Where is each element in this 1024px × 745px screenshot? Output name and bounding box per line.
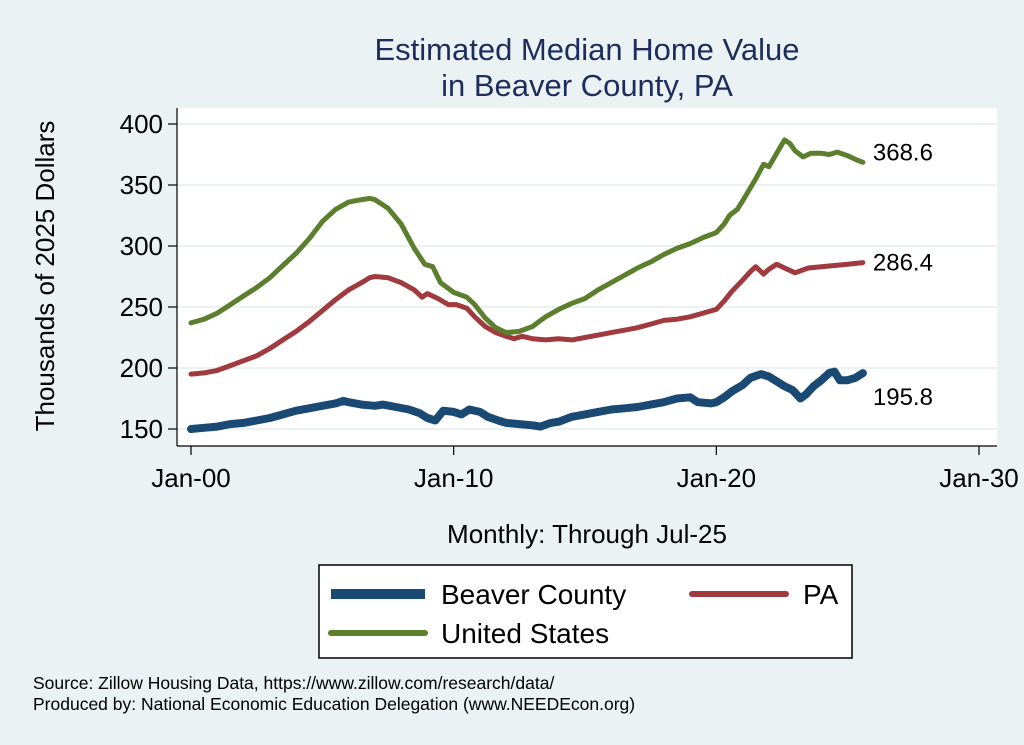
end-label-united-states: 368.6 [873,139,933,166]
y-tick-label-400: 400 [120,109,163,139]
source-note: Source: Zillow Housing Data, https://www… [33,673,554,693]
y-axis-label: Thousands of 2025 Dollars [30,121,60,432]
y-tick-label-250: 250 [120,292,163,322]
chart-title-line-1: Estimated Median Home Value [374,32,799,67]
end-label-beaver-county: 195.8 [873,384,933,411]
legend: Beaver County PA United States [318,564,853,659]
x-axis-label: Monthly: Through Jul-25 [447,519,727,549]
legend-label-pa: PA [803,579,839,610]
y-tick-label-300: 300 [120,231,163,261]
x-tick-label-Jan-10: Jan-10 [414,463,494,493]
series-lines [187,137,867,433]
end-label-pa: 286.4 [873,250,933,277]
x-tick-label-Jan-30: Jan-30 [939,463,1019,493]
legend-label-beaver-county: Beaver County [441,579,626,610]
y-tick-label-200: 200 [120,353,163,383]
x-tick-label-Jan-20: Jan-20 [677,463,757,493]
series-line-pa [188,260,866,377]
x-tick-label-Jan-00: Jan-00 [151,463,231,493]
legend-box [318,564,853,659]
y-tick-label-350: 350 [120,170,163,200]
axes: 150 200 250 300 350 400 Jan-00 Jan-10 Jan-20 Jan-… [120,108,1019,493]
plot-area [177,108,997,446]
series-line-united-states [188,137,866,336]
grid-lines [177,123,997,430]
y-tick-label-150: 150 [120,414,163,444]
chart-title-line-2: in Beaver County, PA [441,68,733,103]
legend-label-united-states: United States [441,618,609,649]
series-line-beaver-county [187,367,867,433]
produced-by-note: Produced by: National Economic Education… [33,694,635,714]
end-labels: 195.8 286.4 368.6 [873,139,933,411]
